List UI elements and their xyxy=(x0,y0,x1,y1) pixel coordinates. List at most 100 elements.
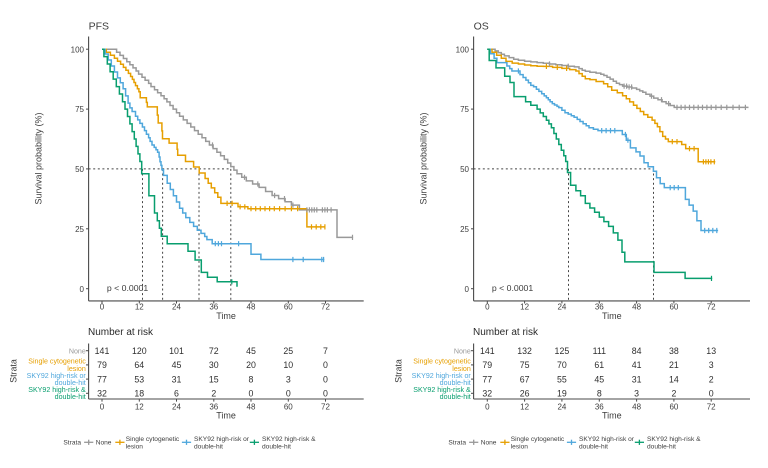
svg-text:13: 13 xyxy=(706,346,716,356)
svg-text:31: 31 xyxy=(632,374,642,384)
svg-text:48: 48 xyxy=(632,303,641,312)
svg-text:45: 45 xyxy=(172,360,182,370)
svg-text:lesion: lesion xyxy=(511,443,529,450)
svg-text:48: 48 xyxy=(247,403,256,412)
svg-text:double-hit: double-hit xyxy=(647,443,676,450)
svg-text:60: 60 xyxy=(669,403,678,412)
svg-text:Number at risk: Number at risk xyxy=(88,327,154,338)
svg-text:Number at risk: Number at risk xyxy=(473,327,539,338)
svg-text:120: 120 xyxy=(132,346,147,356)
svg-text:32: 32 xyxy=(482,389,492,399)
svg-text:79: 79 xyxy=(97,360,107,370)
svg-text:48: 48 xyxy=(632,403,641,412)
svg-text:double-hit: double-hit xyxy=(579,443,608,450)
svg-text:72: 72 xyxy=(321,303,330,312)
svg-text:lesion: lesion xyxy=(126,443,144,450)
svg-text:77: 77 xyxy=(97,374,107,384)
svg-text:double-hit: double-hit xyxy=(55,379,86,387)
svg-text:0: 0 xyxy=(286,389,291,399)
svg-text:Time: Time xyxy=(602,311,622,321)
svg-text:0: 0 xyxy=(323,360,328,370)
svg-text:100: 100 xyxy=(456,45,470,54)
svg-text:64: 64 xyxy=(134,360,144,370)
svg-text:12: 12 xyxy=(520,303,529,312)
svg-text:41: 41 xyxy=(632,360,642,370)
svg-text:3: 3 xyxy=(634,389,639,399)
svg-text:lesion: lesion xyxy=(67,365,86,373)
svg-text:SKY92 high-risk &: SKY92 high-risk & xyxy=(28,386,86,394)
svg-text:101: 101 xyxy=(169,346,184,356)
svg-text:75: 75 xyxy=(460,105,469,114)
svg-text:3: 3 xyxy=(286,374,291,384)
svg-text:SKY92 high-risk &: SKY92 high-risk & xyxy=(647,436,701,443)
svg-text:61: 61 xyxy=(594,360,604,370)
svg-text:Survival probability (%): Survival probability (%) xyxy=(34,112,44,204)
svg-text:SKY92 high-risk &: SKY92 high-risk & xyxy=(413,386,471,394)
svg-text:19: 19 xyxy=(557,389,567,399)
svg-text:21: 21 xyxy=(669,360,679,370)
svg-text:50: 50 xyxy=(460,165,469,174)
svg-text:Time: Time xyxy=(216,411,236,421)
svg-text:0: 0 xyxy=(465,285,470,294)
svg-text:double-hit: double-hit xyxy=(55,393,86,401)
svg-text:84: 84 xyxy=(632,346,642,356)
svg-text:60: 60 xyxy=(284,303,293,312)
svg-text:Survival probability (%): Survival probability (%) xyxy=(419,112,429,204)
svg-text:45: 45 xyxy=(246,346,256,356)
svg-text:Single cytogenetic: Single cytogenetic xyxy=(511,436,565,443)
svg-text:0: 0 xyxy=(249,389,254,399)
svg-text:72: 72 xyxy=(707,303,716,312)
svg-text:8: 8 xyxy=(249,374,254,384)
svg-text:75: 75 xyxy=(75,105,84,114)
svg-text:6: 6 xyxy=(174,389,179,399)
svg-text:67: 67 xyxy=(520,374,530,384)
svg-text:79: 79 xyxy=(482,360,492,370)
svg-text:60: 60 xyxy=(669,303,678,312)
svg-text:14: 14 xyxy=(669,374,679,384)
svg-text:PFS: PFS xyxy=(89,21,109,33)
svg-text:24: 24 xyxy=(172,403,181,412)
svg-text:None: None xyxy=(454,347,471,355)
svg-text:double-hit: double-hit xyxy=(262,443,291,450)
svg-text:18: 18 xyxy=(134,389,144,399)
svg-text:double-hit: double-hit xyxy=(440,379,471,387)
svg-text:100: 100 xyxy=(71,45,85,54)
svg-text:Strata: Strata xyxy=(448,440,466,447)
svg-text:26: 26 xyxy=(520,389,530,399)
svg-text:SKY92 high-risk or: SKY92 high-risk or xyxy=(412,372,472,380)
svg-text:45: 45 xyxy=(594,374,604,384)
svg-text:SKY92 high-risk &: SKY92 high-risk & xyxy=(262,436,316,443)
svg-text:25: 25 xyxy=(283,346,293,356)
svg-text:None: None xyxy=(69,347,86,355)
svg-text:p < 0.0001: p < 0.0001 xyxy=(492,283,533,293)
svg-text:10: 10 xyxy=(283,360,293,370)
svg-text:70: 70 xyxy=(557,360,567,370)
svg-text:132: 132 xyxy=(517,346,532,356)
svg-text:Single cytogenetic: Single cytogenetic xyxy=(413,358,471,366)
svg-text:72: 72 xyxy=(209,346,219,356)
svg-text:55: 55 xyxy=(557,374,567,384)
svg-text:OS: OS xyxy=(474,21,489,33)
svg-text:60: 60 xyxy=(284,403,293,412)
svg-text:2: 2 xyxy=(709,374,714,384)
svg-text:Strata: Strata xyxy=(9,359,19,383)
svg-text:Strata: Strata xyxy=(63,440,81,447)
svg-text:111: 111 xyxy=(593,346,606,356)
svg-text:20: 20 xyxy=(246,360,256,370)
svg-text:double-hit: double-hit xyxy=(440,393,471,401)
svg-text:53: 53 xyxy=(134,374,144,384)
svg-text:25: 25 xyxy=(75,225,84,234)
svg-text:141: 141 xyxy=(95,346,110,356)
svg-text:50: 50 xyxy=(75,165,84,174)
svg-text:7: 7 xyxy=(323,346,328,356)
svg-text:None: None xyxy=(96,440,112,447)
svg-text:p < 0.0001: p < 0.0001 xyxy=(107,283,148,293)
svg-text:0: 0 xyxy=(323,389,328,399)
svg-text:0: 0 xyxy=(323,374,328,384)
svg-text:15: 15 xyxy=(209,374,219,384)
svg-text:72: 72 xyxy=(321,403,330,412)
svg-text:12: 12 xyxy=(135,403,144,412)
svg-text:8: 8 xyxy=(597,389,602,399)
svg-text:3: 3 xyxy=(709,360,714,370)
svg-text:36: 36 xyxy=(209,403,218,412)
